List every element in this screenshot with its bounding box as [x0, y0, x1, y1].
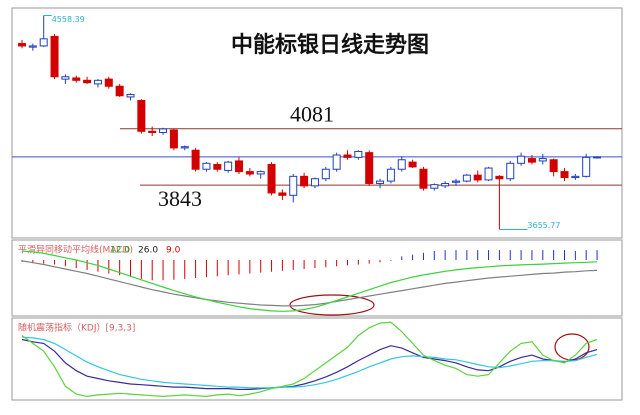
candle-body [593, 156, 602, 159]
candle-body [571, 175, 580, 179]
low-label: 3655.77 [527, 221, 560, 230]
candle-body [452, 180, 460, 183]
candle-body [224, 161, 233, 171]
main-panel [11, 7, 623, 239]
candle-body [115, 85, 124, 97]
macd-line [21, 260, 598, 307]
candle-body [28, 45, 37, 48]
highlight-ellipse [289, 294, 375, 316]
candle-body [50, 35, 59, 78]
chart-title: 中能标银日线走势图 [231, 32, 429, 58]
candle-body [93, 79, 102, 85]
candle-body [517, 155, 526, 164]
candle-body [213, 163, 222, 170]
candle-body [137, 99, 146, 132]
kdj-line [21, 338, 598, 390]
macd-title: 平滑异同移动平均线(MACD) [18, 244, 133, 256]
candle-body [39, 38, 48, 47]
candle-body [61, 76, 70, 80]
candle-body [419, 168, 428, 189]
candle-body [408, 161, 417, 168]
candle-body [126, 94, 135, 98]
candle-body [495, 175, 504, 180]
candle-body [354, 150, 363, 158]
high-label: 4558.39 [52, 15, 85, 24]
candle-body [83, 79, 92, 84]
candle-body [462, 174, 471, 182]
candle-body [430, 184, 439, 189]
candle-body [289, 175, 298, 196]
level-label: 3843 [158, 186, 202, 211]
candle-body [506, 162, 515, 180]
candle-body [267, 163, 276, 194]
candle-body [376, 180, 385, 184]
candle-body [310, 178, 319, 187]
candle-body [397, 159, 406, 170]
candle-body [159, 128, 168, 133]
macd-param: 26.0 [138, 246, 158, 256]
candle-body [549, 159, 558, 173]
candle-body [538, 158, 547, 162]
macd-param: 9.0 [166, 246, 181, 256]
candle-body [343, 154, 352, 158]
candle-body [191, 149, 200, 170]
candle-body [441, 182, 450, 187]
candle-body [527, 158, 536, 163]
candle-body [104, 78, 113, 87]
candle-body [332, 154, 341, 170]
candle-body [148, 130, 157, 133]
candle-body [18, 43, 26, 47]
candle-body [386, 168, 395, 182]
kdj-title: 随机震荡指标（KDJ）[9,3,3] [18, 322, 135, 334]
candle-body [473, 174, 482, 181]
macd-line [21, 250, 598, 312]
candle-body [321, 168, 330, 180]
candle-body [72, 77, 81, 81]
kdj-line [21, 336, 598, 389]
candle-body [484, 167, 493, 181]
candle-body [278, 192, 287, 196]
candle-body [582, 156, 591, 177]
candle-body [560, 171, 569, 179]
level-label: 4081 [290, 102, 334, 127]
macd-param: 12.0 [110, 246, 130, 256]
candle-body [365, 152, 374, 184]
candle-body [202, 162, 211, 170]
kdj-panel [11, 317, 623, 401]
candle-body [300, 175, 309, 187]
kdj-line [21, 321, 598, 398]
candle-body [169, 129, 178, 149]
candle-body [256, 171, 265, 175]
candle-body [245, 171, 254, 175]
candle-body [180, 146, 189, 149]
macd-panel [11, 239, 623, 317]
candle-body [235, 160, 243, 173]
